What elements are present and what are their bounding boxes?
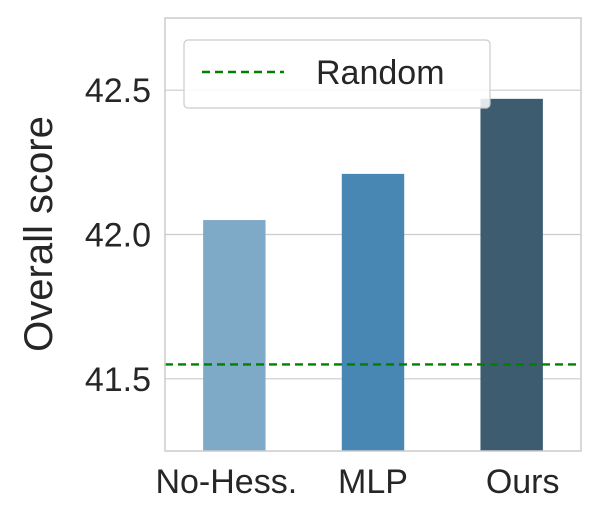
plot-frame	[164, 17, 582, 452]
x-tick-labels: No-Hess. MLP Ours	[155, 463, 559, 501]
bars	[203, 98, 543, 452]
x-tick-label: No-Hess.	[155, 463, 297, 501]
bar-no-hess	[203, 220, 266, 451]
bar-mlp	[341, 173, 405, 451]
y-axis-title: Overall score	[17, 116, 61, 352]
legend-box	[183, 39, 491, 109]
legend-label-random: Random	[316, 54, 445, 92]
y-tick-label: 42.5	[85, 72, 151, 110]
y-tick-labels: 41.5 42.0 42.5	[85, 72, 151, 399]
x-tick-label: Ours	[486, 463, 560, 501]
x-tick-label: MLP	[338, 463, 408, 501]
legend: Random	[183, 39, 491, 109]
y-tick-label: 41.5	[85, 361, 151, 399]
y-tick-label: 42.0	[85, 217, 151, 255]
bar-ours	[480, 98, 543, 452]
